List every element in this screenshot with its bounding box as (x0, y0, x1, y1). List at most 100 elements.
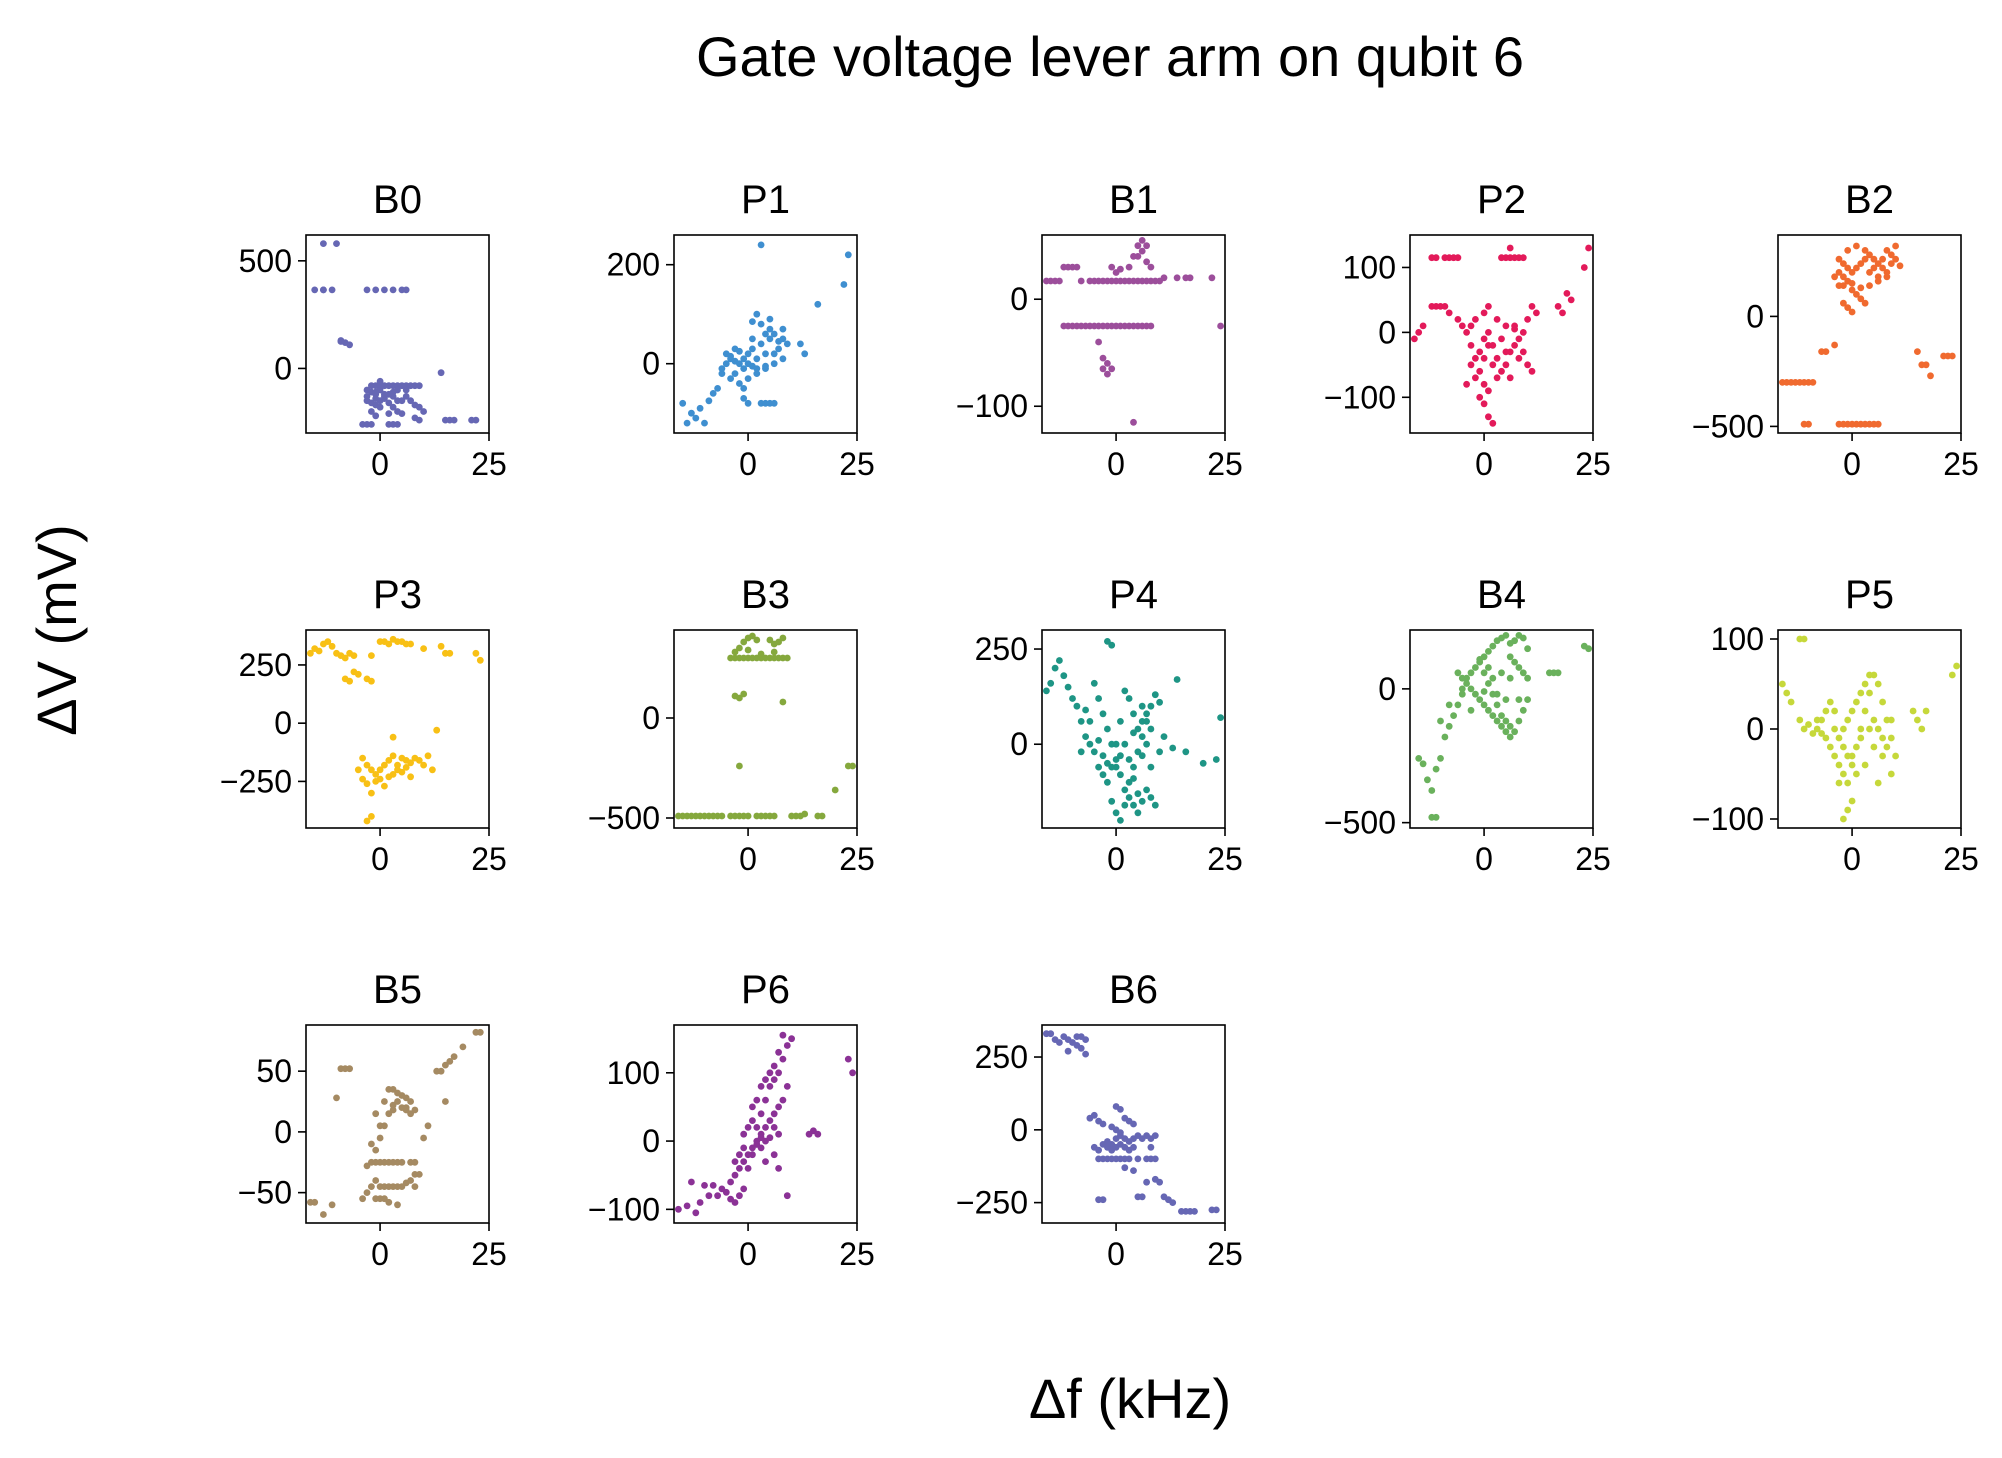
data-point-b4-20 (1493, 701, 1501, 709)
data-point-p2-72 (1493, 374, 1501, 382)
data-point-b4-0 (1415, 755, 1423, 762)
subplot-title-b4: B4 (1477, 573, 1526, 617)
series-p1 (679, 241, 852, 427)
data-point-b4-21 (1498, 712, 1505, 719)
data-point-b4-57 (1524, 674, 1531, 682)
data-point-p6-13 (736, 1165, 743, 1172)
subplot-b4: B4 0 25 −500 0 (1324, 573, 1611, 877)
data-point-p6-29 (744, 1165, 752, 1172)
data-point-b4-72 (1502, 696, 1510, 703)
data-point-p3-27 (437, 642, 445, 650)
data-point-b4-1 (1419, 760, 1427, 768)
data-point-p4-15 (1108, 797, 1116, 805)
data-point-p6-32 (757, 1110, 765, 1118)
data-point-p6-61 (849, 1069, 856, 1077)
data-point-p1-18 (762, 350, 769, 358)
data-point-p4-29 (1090, 679, 1098, 687)
data-point-p5-64 (1861, 761, 1869, 769)
data-point-p4-63 (1130, 775, 1137, 782)
data-point-p3-37 (381, 761, 388, 769)
data-point-p6-44 (762, 1076, 769, 1083)
data-point-p4-6 (1069, 695, 1076, 702)
subplot-title-p4: P4 (1109, 573, 1158, 617)
data-point-b5-66 (376, 1122, 384, 1130)
data-point-p5-18 (1844, 806, 1852, 814)
data-point-p3-56 (398, 768, 406, 776)
data-point-p4-32 (1104, 725, 1111, 733)
data-point-p1-46 (814, 300, 822, 308)
data-point-p2-73 (1502, 348, 1510, 356)
plot-frame-b6 (1041, 1024, 1226, 1224)
data-point-b2-22 (1914, 348, 1921, 355)
data-point-p6-19 (762, 1124, 769, 1131)
data-point-p6-40 (779, 1031, 787, 1039)
data-point-b1-70 (1117, 265, 1124, 273)
data-point-p4-14 (1104, 778, 1111, 786)
data-point-p4-30 (1095, 695, 1102, 702)
data-point-b6-47 (1125, 1155, 1133, 1163)
data-point-p6-4 (696, 1199, 704, 1206)
data-point-p5-11 (1822, 734, 1830, 742)
data-point-b6-51 (1151, 1155, 1159, 1163)
data-point-p1-57 (736, 347, 743, 355)
y-tick-label-b0-500: 500 (239, 243, 292, 279)
data-point-p5-66 (1879, 752, 1886, 760)
data-point-p4-13 (1099, 771, 1107, 779)
data-point-p4-69 (1143, 740, 1150, 748)
data-point-p3-65 (429, 766, 436, 774)
data-point-b3-60 (757, 650, 765, 658)
data-point-b4-15 (1472, 664, 1479, 671)
plot-frame-b1 (1041, 234, 1226, 434)
data-point-b4-67 (1480, 688, 1488, 695)
data-point-p1-15 (749, 345, 756, 353)
data-point-b5-45 (385, 1198, 393, 1206)
y-tick-label-b6--250: −250 (956, 1185, 1028, 1221)
data-point-b4-36 (1489, 712, 1497, 719)
data-point-b6-64 (1143, 1178, 1150, 1186)
data-point-p4-43 (1151, 801, 1159, 809)
data-point-p4-16 (1112, 809, 1120, 817)
data-point-p2-42 (1485, 329, 1492, 336)
series-b4 (1415, 632, 1592, 821)
data-point-p4-17 (1117, 817, 1124, 824)
data-point-p1-6 (705, 397, 713, 405)
data-point-p2-70 (1480, 354, 1488, 362)
data-point-b2-37 (1866, 251, 1873, 259)
data-point-p4-45 (1125, 695, 1133, 702)
data-point-b5-47 (411, 1183, 419, 1190)
data-point-b3-10 (718, 812, 726, 820)
data-point-p5-23 (1861, 707, 1869, 715)
series-p5 (1779, 635, 1960, 823)
data-point-p4-61 (1117, 752, 1124, 760)
data-point-p4-73 (1077, 748, 1085, 756)
data-point-p6-50 (749, 1117, 756, 1124)
data-point-b3-58 (731, 648, 739, 656)
data-point-b2-35 (1857, 260, 1865, 267)
data-point-b5-10 (368, 1183, 375, 1190)
data-point-p1-20 (770, 330, 778, 338)
data-point-b4-18 (1485, 680, 1492, 687)
y-tick-label-b4-0: 0 (1378, 671, 1396, 707)
data-point-b5-65 (372, 1110, 380, 1118)
data-point-p6-48 (740, 1130, 748, 1138)
data-point-p1-38 (740, 395, 748, 402)
data-point-b2-30 (1835, 255, 1843, 263)
data-point-b5-69 (407, 1098, 414, 1105)
data-point-p3-36 (376, 766, 384, 774)
data-point-p3-40 (394, 761, 401, 769)
data-point-p4-70 (1147, 763, 1155, 771)
data-point-p6-42 (753, 1096, 761, 1104)
data-point-b4-60 (1554, 669, 1562, 677)
data-point-p2-44 (1493, 354, 1501, 362)
data-point-p2-27 (1454, 316, 1462, 323)
data-point-p6-47 (775, 1048, 782, 1056)
data-point-b2-52 (1840, 299, 1847, 307)
data-point-b0-67 (372, 388, 380, 396)
data-point-p5-67 (1818, 730, 1825, 737)
data-point-p4-42 (1147, 794, 1155, 801)
data-point-p5-13 (1831, 752, 1838, 760)
data-point-b2-72 (1835, 282, 1843, 289)
data-point-p3-51 (376, 775, 384, 783)
data-point-p6-6 (705, 1192, 713, 1200)
